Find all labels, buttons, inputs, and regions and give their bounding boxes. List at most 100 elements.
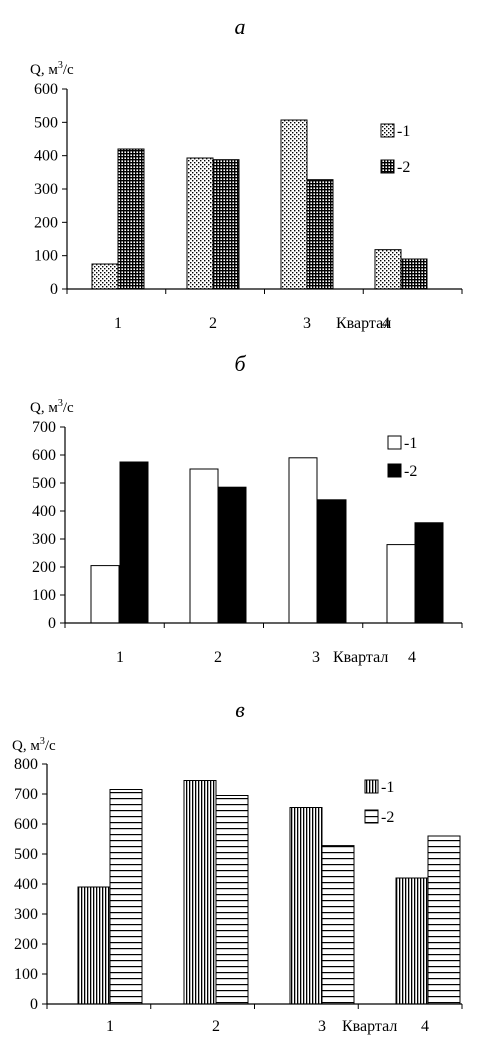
- bar-c-series1-q1: [77, 886, 111, 1005]
- bar-a-series1-q2: [186, 157, 214, 290]
- y-tick-label-b: 100: [32, 587, 56, 604]
- y-axis-label-sup-b: 3: [58, 398, 63, 409]
- axes-c: [46, 764, 463, 1009]
- legend-swatch-c-1: [364, 779, 379, 794]
- y-tick-label-a: 300: [34, 181, 58, 198]
- bar-b-series1-q4: [386, 544, 416, 624]
- y-axis-ticks-c: 0 100 200 300 400 500 600 700 800: [14, 756, 47, 1013]
- legend-label-a-2: -2: [397, 159, 410, 176]
- x-tick-label-b: 2: [214, 649, 222, 666]
- bars-c: [77, 780, 461, 1005]
- legend-c: -1 -2: [364, 779, 394, 826]
- y-tick-label-c: 400: [14, 876, 38, 893]
- legend-swatch-b-2: [387, 463, 402, 478]
- bar-c-series2-q4: [427, 835, 461, 1005]
- y-tick-label-c: 800: [14, 756, 38, 773]
- x-tick-label-c: 1: [106, 1018, 114, 1035]
- y-axis-label-b: Q, м3/с: [30, 398, 74, 416]
- panel-letter-c: в: [235, 697, 245, 722]
- x-tick-label-c: 4: [421, 1018, 429, 1035]
- y-tick-label-b: 700: [32, 419, 56, 436]
- x-tick-label-a: 4: [382, 315, 390, 332]
- y-tick-label-c: 100: [14, 966, 38, 983]
- bar-c-series2-q2: [215, 795, 249, 1005]
- legend-swatch-b-1: [387, 435, 402, 450]
- x-tick-label-a: 3: [303, 315, 311, 332]
- bar-b-series2-q1: [119, 461, 149, 624]
- x-axis-ticks-c: 1 2 3 4: [106, 1018, 429, 1035]
- bar-b-series1-q3: [288, 457, 318, 624]
- x-tick-label-b: 4: [408, 649, 416, 666]
- x-tick-label-a: 1: [114, 315, 122, 332]
- y-tick-label-b: 0: [48, 615, 56, 632]
- y-tick-label-a: 500: [34, 114, 58, 131]
- x-axis-label-b: Квартал: [333, 649, 388, 666]
- bar-b-series2-q4: [414, 522, 444, 624]
- x-tick-label-b: 3: [312, 649, 320, 666]
- bar-c-series2-q1: [109, 789, 143, 1005]
- panel-letter-a: а: [235, 14, 246, 39]
- y-tick-label-c: 500: [14, 846, 38, 863]
- legend-label-a-1: -1: [397, 123, 410, 140]
- bar-a-series1-q3: [280, 119, 308, 290]
- y-axis-label-sup-c: 3: [40, 736, 45, 747]
- y-tick-label-c: 700: [14, 786, 38, 803]
- legend-label-b-1: -1: [404, 435, 417, 452]
- x-tick-label-a: 2: [209, 315, 217, 332]
- x-axis-ticks-a: 1 2 3 4: [114, 315, 390, 332]
- chart-panel-c: в Q, м3/с 0 100 200 300 400 500 600 700 800 1 2 3 4…: [12, 697, 463, 1035]
- bar-a-series2-q1: [117, 148, 145, 290]
- bar-a-series2-q3: [306, 179, 334, 290]
- bar-a-series2-q4: [400, 258, 428, 290]
- y-axis-label-base-b: Q, м: [30, 400, 58, 416]
- x-axis-ticks-b: 1 2 3 4: [116, 649, 416, 666]
- legend-label-c-2: -2: [381, 809, 394, 826]
- bar-b-series2-q3: [317, 499, 347, 624]
- x-tick-label-c: 3: [318, 1018, 326, 1035]
- bar-b-series1-q2: [189, 468, 219, 624]
- bar-a-series1-q1: [91, 263, 119, 290]
- bar-b-series1-q1: [90, 565, 120, 624]
- y-tick-label-a: 100: [34, 248, 58, 265]
- y-tick-label-c: 0: [30, 996, 38, 1013]
- y-tick-label-a: 200: [34, 214, 58, 231]
- legend-b: -1 -2: [387, 435, 417, 480]
- y-tick-label-a: 600: [34, 81, 58, 98]
- legend-label-b-2: -2: [404, 463, 417, 480]
- y-axis-ticks-a: 0 100 200 300 400 500 600: [34, 81, 67, 298]
- y-axis-label-c: Q, м3/с: [12, 736, 56, 754]
- y-axis-ticks-b: 0 100 200 300 400 500 600 700: [32, 419, 65, 632]
- legend-a: -1 -2: [380, 123, 410, 176]
- bar-a-series2-q2: [212, 159, 240, 290]
- bar-c-series1-q2: [183, 780, 217, 1005]
- legend-swatch-a-2: [380, 159, 395, 174]
- y-axis-label-tail-c: /с: [45, 738, 56, 754]
- bar-c-series2-q3: [321, 845, 355, 1005]
- y-axis-label-sup-a: 3: [58, 60, 63, 71]
- panel-letter-b: б: [234, 351, 246, 376]
- legend-swatch-c-2: [364, 809, 379, 824]
- bars-a: [91, 119, 428, 290]
- bar-a-series1-q4: [374, 249, 402, 290]
- x-tick-label-c: 2: [212, 1018, 220, 1035]
- legend-label-c-1: -1: [381, 779, 394, 796]
- y-tick-label-a: 0: [50, 281, 58, 298]
- y-tick-label-b: 400: [32, 503, 56, 520]
- y-axis-label-a: Q, м3/с: [30, 60, 74, 78]
- y-tick-label-b: 200: [32, 559, 56, 576]
- bar-b-series2-q2: [217, 486, 247, 624]
- bar-c-series1-q3: [289, 807, 323, 1005]
- y-axis-label-tail-b: /с: [63, 400, 74, 416]
- y-tick-label-b: 300: [32, 531, 56, 548]
- y-axis-label-base-a: Q, м: [30, 62, 58, 78]
- bar-c-series1-q4: [395, 877, 429, 1005]
- x-axis-label-a: Квартал: [336, 315, 391, 332]
- axes-b: [64, 427, 463, 628]
- y-tick-label-c: 300: [14, 906, 38, 923]
- y-tick-label-c: 200: [14, 936, 38, 953]
- y-tick-label-c: 600: [14, 816, 38, 833]
- y-axis-label-tail-a: /с: [63, 62, 74, 78]
